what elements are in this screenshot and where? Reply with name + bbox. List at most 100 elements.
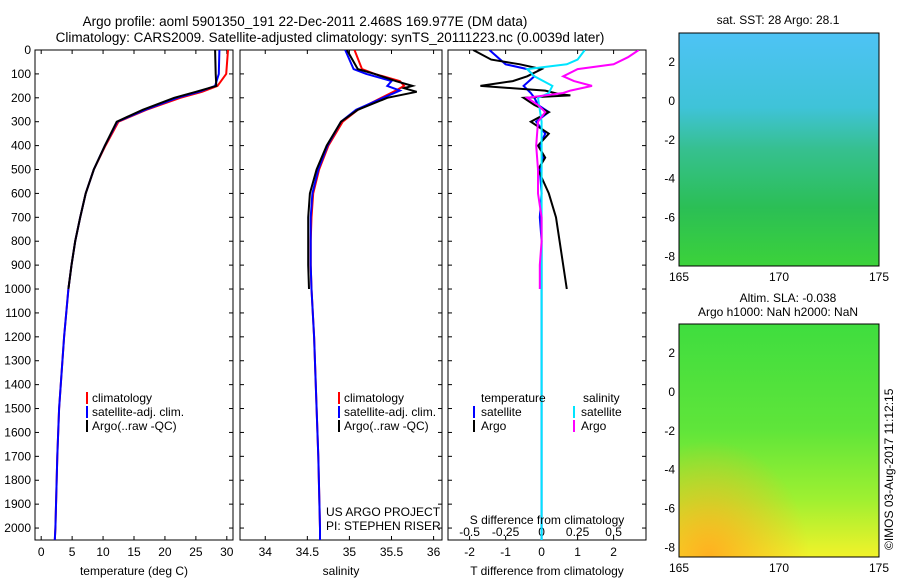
map-y-tick-label: 2 bbox=[668, 55, 675, 69]
temperature-plot-frame bbox=[34, 49, 234, 541]
legend-label-argo: Argo(..raw -QC) bbox=[92, 419, 177, 433]
x-tick-label: 0 bbox=[538, 545, 545, 559]
imos-stamp: ©IMOS 03-Aug-2017 11:12:15 bbox=[882, 388, 896, 550]
series-line-climatology bbox=[53, 50, 229, 540]
sla-map-warm-patch bbox=[679, 324, 879, 557]
sla-map-subtitle: Argo h1000: NaN h2000: NaN bbox=[698, 305, 858, 319]
s-difference-axis-label: S difference from climatology bbox=[470, 513, 625, 527]
x-tick-label: 35.5 bbox=[380, 545, 404, 559]
pi-label: PI: STEPHEN RISER bbox=[326, 519, 441, 533]
legend-label-s-satellite: satellite bbox=[581, 405, 622, 419]
s-tick-label: 0.25 bbox=[566, 525, 590, 539]
depth-tick-label: 1500 bbox=[4, 402, 31, 416]
x-tick-label: 35 bbox=[343, 545, 357, 559]
series-line-argo-raw-qc- bbox=[67, 50, 218, 290]
series-line-argo-raw-qc- bbox=[307, 50, 417, 290]
x-tick-label: 36 bbox=[427, 545, 441, 559]
depth-tick-label: 0 bbox=[24, 43, 31, 57]
legend-label-t-satellite: satellite bbox=[481, 405, 522, 419]
difference-legend: temperature salinity satellite Argo sate… bbox=[473, 391, 622, 433]
figure-subtitle: Climatology: CARS2009. Satellite-adjuste… bbox=[56, 30, 605, 45]
sst-map bbox=[678, 32, 880, 267]
x-tick-label: 5 bbox=[69, 545, 76, 559]
s-tick-label: -0.25 bbox=[492, 525, 520, 539]
legend-label-climatology: climatology bbox=[92, 391, 152, 405]
map-y-tick-label: -2 bbox=[664, 424, 675, 438]
depth-tick-label: 600 bbox=[11, 186, 31, 200]
map-y-tick-label: -6 bbox=[664, 210, 675, 224]
map-y-tick-label: -2 bbox=[664, 133, 675, 147]
depth-tick-label: 1400 bbox=[4, 378, 31, 392]
x-tick-label: 30 bbox=[220, 545, 234, 559]
map-y-tick-label: -8 bbox=[664, 249, 675, 263]
x-tick-label: 15 bbox=[127, 545, 141, 559]
depth-tick-label: 1000 bbox=[4, 282, 31, 296]
depth-tick-label: 800 bbox=[11, 234, 31, 248]
map-x-tick-label: 175 bbox=[869, 561, 889, 575]
x-tick-label: 1 bbox=[574, 545, 581, 559]
salinity-legend: climatology satellite-adj. clim. Argo(..… bbox=[326, 391, 441, 533]
salinity-plot-frame bbox=[239, 49, 443, 541]
map-y-tick-label: 0 bbox=[668, 385, 675, 399]
temperature-legend: climatology satellite-adj. clim. Argo(..… bbox=[86, 391, 184, 433]
series-line-climatology bbox=[309, 50, 406, 540]
x-tick-label: -1 bbox=[500, 545, 511, 559]
sst-map-field bbox=[679, 33, 879, 266]
x-tick-label: 34.5 bbox=[296, 545, 320, 559]
x-tick-label: 0 bbox=[38, 545, 45, 559]
series-line-temperature-argo bbox=[472, 50, 571, 290]
map-y-tick-label: -6 bbox=[664, 501, 675, 515]
sst-map-frame bbox=[678, 32, 880, 267]
project-label: US ARGO PROJECT bbox=[326, 505, 441, 519]
depth-tick-label: 900 bbox=[11, 258, 31, 272]
legend-label-satellite: satellite-adj. clim. bbox=[344, 405, 436, 419]
legend-title-salinity: salinity bbox=[583, 391, 620, 405]
map-y-tick-label: 2 bbox=[668, 346, 675, 360]
sla-map-frame bbox=[678, 323, 880, 558]
depth-tick-label: 100 bbox=[11, 67, 31, 81]
s-tick-label: 0.5 bbox=[605, 525, 622, 539]
depth-tick-label: 400 bbox=[11, 139, 31, 153]
sla-map-title: Altim. SLA: -0.038 bbox=[740, 291, 837, 305]
depth-tick-label: 2000 bbox=[4, 521, 31, 535]
depth-tick-label: 300 bbox=[11, 115, 31, 129]
salinity-axis-label: salinity bbox=[323, 564, 360, 578]
t-difference-axis-label: T difference from climatology bbox=[470, 564, 624, 578]
legend-title-temperature: temperature bbox=[481, 391, 546, 405]
series-group bbox=[53, 50, 229, 540]
map-x-tick-label: 170 bbox=[769, 561, 789, 575]
depth-tick-label: 1100 bbox=[5, 306, 31, 320]
map-y-tick-label: 0 bbox=[668, 94, 675, 108]
map-x-tick-label: 165 bbox=[669, 270, 689, 284]
sst-map-title: sat. SST: 28 Argo: 28.1 bbox=[717, 13, 840, 27]
depth-tick-label: 700 bbox=[11, 210, 31, 224]
series-line-salinity-satellite bbox=[525, 50, 586, 540]
depth-tick-label: 1700 bbox=[4, 449, 31, 463]
map-x-tick-label: 175 bbox=[869, 270, 889, 284]
series-line-satellite-adj-clim- bbox=[53, 50, 221, 540]
difference-plot-frame bbox=[447, 49, 647, 541]
x-tick-label: 2 bbox=[610, 545, 617, 559]
legend-label-argo: Argo(..raw -QC) bbox=[344, 419, 429, 433]
map-y-tick-label: -4 bbox=[664, 172, 675, 186]
x-tick-label: 20 bbox=[158, 545, 172, 559]
x-tick-label: 25 bbox=[189, 545, 203, 559]
depth-tick-label: 1200 bbox=[4, 330, 31, 344]
depth-tick-label: 200 bbox=[11, 91, 31, 105]
temperature-axis-label: temperature (deg C) bbox=[80, 564, 188, 578]
depth-tick-label: 1600 bbox=[4, 425, 31, 439]
series-group bbox=[307, 50, 417, 540]
legend-label-climatology: climatology bbox=[344, 391, 404, 405]
map-y-tick-label: -8 bbox=[664, 540, 675, 554]
x-tick-label: 10 bbox=[96, 545, 110, 559]
legend-label-t-argo: Argo bbox=[481, 419, 507, 433]
x-tick-label: 34 bbox=[259, 545, 273, 559]
s-tick-label: -0.5 bbox=[459, 525, 480, 539]
series-line-satellite-adj-clim- bbox=[309, 50, 403, 540]
series-group bbox=[472, 50, 640, 540]
depth-tick-label: 1900 bbox=[4, 497, 31, 511]
sla-map bbox=[678, 323, 880, 558]
map-y-tick-label: -4 bbox=[664, 463, 675, 477]
x-tick-label: -2 bbox=[464, 545, 475, 559]
legend-label-satellite: satellite-adj. clim. bbox=[92, 405, 184, 419]
